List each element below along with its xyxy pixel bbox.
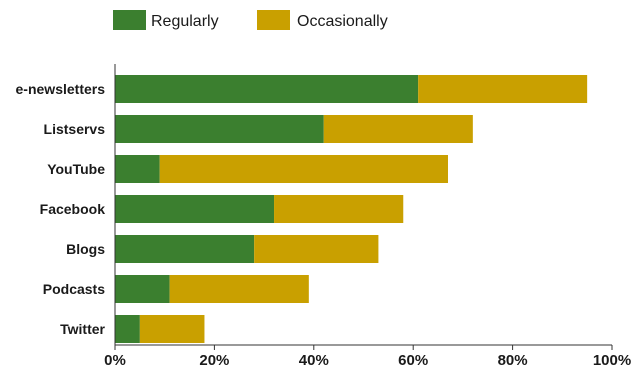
bar-listservs-occasionally [323,115,473,143]
legend: Regularly Occasionally [113,10,388,30]
bar-youtube-regularly [115,155,160,183]
x-tick-label-80: 80% [498,352,528,369]
category-label-facebook: Facebook [40,201,106,217]
bars [115,75,588,343]
axes [114,64,613,350]
category-label-listservs: Listservs [44,121,106,137]
bar-twitter-regularly [115,315,140,343]
x-tick-label-60: 60% [398,352,428,369]
category-label-youtube: YouTube [47,161,105,177]
bar-facebook-regularly [115,195,275,223]
bar-youtube-occasionally [159,155,448,183]
bar-facebook-occasionally [274,195,404,223]
x-tick-label-20: 20% [199,352,229,369]
x-tick-label-100: 100% [593,352,631,369]
category-labels: e-newsletters Listservs YouTube Facebook Blo… [16,81,106,337]
category-label-twitter: Twitter [60,321,105,337]
bar-blogs-regularly [115,235,255,263]
category-label-podcasts: Podcasts [43,281,105,297]
legend-label-occasionally: Occasionally [297,13,388,30]
bar-e-newsletters-occasionally [418,75,588,103]
x-tick-labels: 0% 20% 40% 60% 80% 100% [104,352,631,369]
legend-swatch-occasionally [257,10,290,30]
category-label-blogs: Blogs [66,241,105,257]
bar-blogs-occasionally [254,235,379,263]
category-label-e-newsletters: e-newsletters [16,81,106,97]
bar-podcasts-occasionally [169,275,309,303]
legend-label-regularly: Regularly [151,13,219,30]
bar-twitter-occasionally [139,315,205,343]
bar-e-newsletters-regularly [115,75,419,103]
bar-podcasts-regularly [115,275,170,303]
bar-listservs-regularly [115,115,324,143]
x-tick-label-40: 40% [299,352,329,369]
legend-swatch-regularly [113,10,146,30]
x-tick-label-0: 0% [104,352,126,369]
